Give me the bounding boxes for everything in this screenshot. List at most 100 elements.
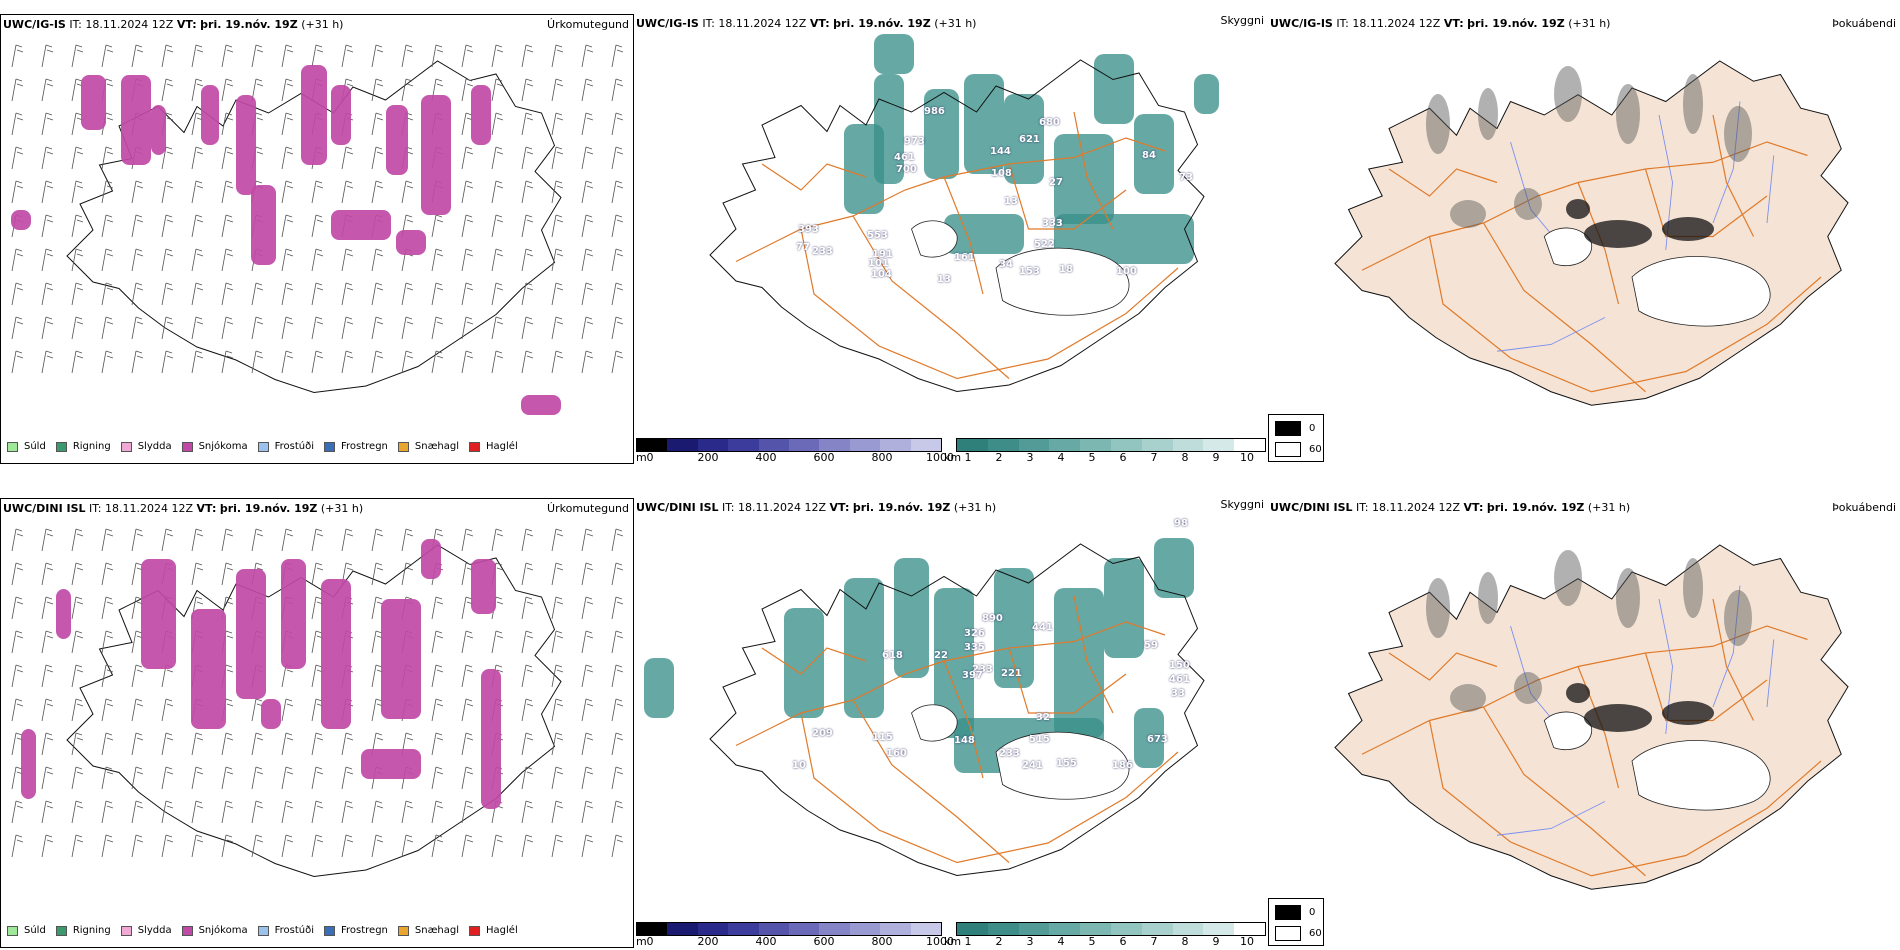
visibility-value: 155 — [1056, 758, 1077, 769]
legend-item: Súld — [7, 441, 46, 452]
visibility-value: 144 — [990, 146, 1011, 157]
visibility-km-colorbar — [956, 922, 1266, 936]
visibility-km-colorbar — [956, 438, 1266, 452]
visibility-value: 333 — [1042, 218, 1063, 229]
panel-header: UWC/IG-IS IT: 18.11.2024 12Z VT: þri. 19… — [3, 18, 344, 31]
fog-index-map-panel: UWC/DINI ISL IT: 18.11.2024 12Z VT: þri.… — [1268, 498, 1900, 948]
visibility-value: 13 — [1004, 196, 1018, 207]
legend-swatch — [469, 925, 481, 936]
visibility-value: 150 — [1169, 660, 1190, 671]
visibility-value: 515 — [1029, 734, 1050, 745]
visibility-value: 104 — [871, 269, 892, 280]
visibility-value: 673 — [1147, 734, 1168, 745]
visibility-value: 27 — [1049, 177, 1063, 188]
legend-swatch — [55, 441, 67, 452]
legend-swatch — [257, 925, 269, 936]
visibility-value: 700 — [896, 164, 917, 175]
visibility-value: 241 — [1022, 760, 1043, 771]
legend-item: Haglél — [469, 441, 518, 452]
panel-title: Skyggni — [1220, 14, 1264, 27]
visibility-value: 34 — [999, 259, 1013, 270]
visibility-value: 618 — [882, 650, 903, 661]
visibility-value: 973 — [904, 136, 925, 147]
panel-header: UWC/DINI ISL IT: 18.11.2024 12Z VT: þri.… — [636, 501, 997, 514]
legend-swatch — [397, 441, 409, 452]
fog-swatch-dark — [1275, 905, 1301, 920]
visibility-map-panel: 98 890 441 326 335 618 22 233 221 397 59 150 461 33 32… — [634, 498, 1268, 948]
precip-legend: Súld Rigning Slydda Snjókoma Frostúði Frostre… — [7, 925, 518, 936]
fog-swatch-light — [1275, 926, 1301, 941]
precip-legend: Súld Rigning Slydda Snjókoma Frostúði Frostre… — [7, 441, 518, 452]
panel-header: UWC/DINI ISL IT: 18.11.2024 12Z VT: þri.… — [3, 502, 364, 515]
visibility-value: 73 — [1179, 172, 1193, 183]
visibility-value: 441 — [1032, 622, 1053, 633]
visibility-value: 33 — [1171, 688, 1185, 699]
fog-legend: 0 60 — [1268, 898, 1324, 946]
visibility-value: 84 — [1142, 150, 1156, 161]
legend-item: Snjókoma — [181, 441, 248, 452]
visibility-m-colorbar — [636, 438, 942, 452]
fog-swatch-light — [1275, 442, 1301, 457]
legend-item: Frostregn — [324, 925, 388, 936]
legend-item: Slydda — [120, 925, 172, 936]
visibility-value: 397 — [962, 670, 983, 681]
visibility-value: 233 — [812, 246, 833, 257]
legend-swatch — [324, 441, 335, 452]
visibility-value: 209 — [812, 728, 833, 739]
visibility-value: 186 — [1112, 760, 1133, 771]
legend-item: Slydda — [120, 441, 172, 452]
visibility-map-panel: 986 680 973 621 461 144 700 108 27 84 73 13 393 553 33… — [634, 14, 1268, 464]
visibility-value: 10 — [792, 760, 806, 771]
panel-header: UWC/IG-IS IT: 18.11.2024 12Z VT: þri. 19… — [1270, 17, 1611, 30]
visibility-value: 32 — [1036, 712, 1050, 723]
precip-type-map-panel: UWC/DINI ISL IT: 18.11.2024 12Z VT: þri.… — [0, 498, 634, 948]
km-unit: km — [944, 451, 962, 464]
legend-item: Snjókoma — [181, 925, 248, 936]
m-unit: m — [636, 935, 647, 948]
legend-swatch — [257, 441, 269, 452]
legend-item: Frostregn — [324, 441, 388, 452]
fog-legend: 0 60 — [1268, 414, 1324, 462]
legend-swatch — [120, 925, 132, 936]
visibility-value: 77 — [796, 242, 810, 253]
panel-title: Þokuábendi — [1832, 17, 1896, 30]
legend-swatch — [181, 925, 193, 936]
legend-item: Rigning — [55, 925, 111, 936]
visibility-value: 986 — [924, 106, 945, 117]
visibility-value: 393 — [798, 224, 819, 235]
visibility-value: 108 — [991, 168, 1012, 179]
visibility-value: 115 — [872, 732, 893, 743]
legend-swatch — [7, 441, 18, 452]
legend-swatch — [181, 441, 193, 452]
visibility-value: 161 — [954, 252, 975, 263]
legend-swatch — [469, 441, 481, 452]
visibility-value: 680 — [1039, 117, 1060, 128]
legend-item: Rigning — [55, 441, 111, 452]
legend-item: Snæhagl — [397, 441, 459, 452]
legend-swatch — [324, 925, 335, 936]
visibility-value: 59 — [1144, 640, 1158, 651]
legend-item: Frostúði — [257, 441, 314, 452]
legend-item: Haglél — [469, 925, 518, 936]
visibility-value: 233 — [972, 664, 993, 675]
legend-swatch — [55, 925, 67, 936]
legend-item: Súld — [7, 925, 46, 936]
legend-swatch — [120, 441, 132, 452]
panel-title: Þokuábendi — [1832, 501, 1896, 514]
visibility-value: 335 — [964, 642, 985, 653]
m-unit: m — [636, 451, 647, 464]
precip-type-map-panel: UWC/IG-IS IT: 18.11.2024 12Z VT: þri. 19… — [0, 14, 634, 464]
visibility-value: 522 — [1034, 239, 1055, 250]
visibility-value: 621 — [1019, 134, 1040, 145]
legend-item: Snæhagl — [397, 925, 459, 936]
visibility-value: 553 — [867, 230, 888, 241]
visibility-value: 326 — [964, 628, 985, 639]
visibility-value: 18 — [1059, 264, 1073, 275]
panel-header: UWC/DINI ISL IT: 18.11.2024 12Z VT: þri.… — [1270, 501, 1631, 514]
visibility-value: 101 — [868, 258, 889, 269]
visibility-value: 191 — [872, 249, 893, 260]
legend-item: Frostúði — [257, 925, 314, 936]
visibility-value: 221 — [1001, 668, 1022, 679]
visibility-value: 98 — [1174, 518, 1188, 529]
visibility-value: 233 — [999, 748, 1020, 759]
